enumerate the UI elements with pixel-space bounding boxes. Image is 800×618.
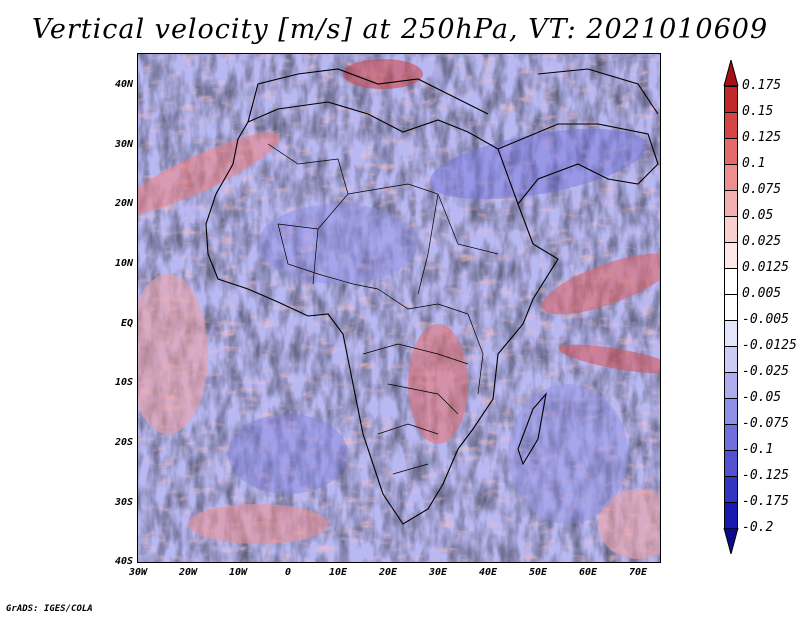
- lat-label: 30N: [114, 139, 133, 150]
- lat-label: EQ: [120, 318, 133, 329]
- colorbar-segment: [724, 372, 738, 398]
- lon-label: 40E: [478, 567, 498, 578]
- lat-label: 20S: [114, 437, 133, 448]
- lon-label: 0: [284, 567, 292, 578]
- colorbar-segment: [724, 476, 738, 502]
- colorbar-segment: [724, 502, 738, 528]
- colorbar-segment: [724, 424, 738, 450]
- lon-label: 20W: [178, 567, 198, 578]
- colorbar-label: 0.175: [742, 78, 782, 93]
- colorbar-segment: [724, 164, 738, 190]
- colorbar-label: 0.005: [742, 286, 782, 301]
- coastlines: [205, 68, 659, 525]
- colorbar-label: -0.005: [742, 312, 789, 327]
- colorbar-segment: [724, 294, 738, 320]
- velocity-field-map: [138, 54, 660, 562]
- lat-label: 30S: [114, 497, 133, 508]
- lon-label: 30W: [128, 567, 148, 578]
- colorbar-segment: [724, 190, 738, 216]
- lon-label: 10E: [328, 567, 348, 578]
- colorbar-label: 0.05: [742, 208, 774, 223]
- colorbar-label: -0.0125: [742, 338, 797, 353]
- colorbar-label: -0.025: [742, 364, 789, 379]
- colorbar-label: -0.175: [742, 494, 789, 509]
- lat-label: 20N: [114, 198, 133, 209]
- colorbar-label: 0.15: [742, 104, 774, 119]
- colorbar-label: 0.125: [742, 130, 782, 145]
- colorbar-segment: [724, 112, 738, 138]
- colorbar-segment: [724, 398, 738, 424]
- lon-label: 50E: [528, 567, 548, 578]
- colorbar-segment: [724, 216, 738, 242]
- ascent-bands: [138, 59, 660, 559]
- colorbar-label: -0.075: [742, 416, 789, 431]
- colorbar-segment: [724, 86, 738, 112]
- colorbar-label: -0.125: [742, 468, 789, 483]
- grads-credit: GrADS: IGES/COLA: [6, 604, 93, 614]
- map-plot-area: [137, 53, 661, 563]
- lon-label: 70E: [628, 567, 648, 578]
- colorbar-segment: [724, 242, 738, 268]
- colorbar-label: 0.1: [742, 156, 766, 171]
- colorbar-min-arrow: [723, 528, 739, 554]
- country-borders: [267, 143, 499, 475]
- lon-label: 10W: [228, 567, 248, 578]
- colorbar-label: 0.075: [742, 182, 782, 197]
- colorbar-segment: [724, 346, 738, 372]
- colorbar-segment: [724, 450, 738, 476]
- colorbar-segment: [724, 320, 738, 346]
- lat-label: 10N: [114, 258, 133, 269]
- lon-label: 30E: [428, 567, 448, 578]
- lon-label: 60E: [578, 567, 598, 578]
- lat-label: 10S: [114, 377, 133, 388]
- colorbar-label: 0.025: [742, 234, 782, 249]
- colorbar-segment: [724, 138, 738, 164]
- colorbar-max-arrow: [723, 60, 739, 86]
- colorbar-segment: [724, 268, 738, 294]
- colorbar-label: 0.0125: [742, 260, 789, 275]
- lon-label: 20E: [378, 567, 398, 578]
- descent-bands: [228, 128, 647, 524]
- colorbar-label: -0.2: [742, 520, 774, 535]
- lat-label: 40S: [114, 556, 133, 567]
- colorbar-label: -0.05: [742, 390, 782, 405]
- colorbar-label: -0.1: [742, 442, 774, 457]
- map-title: Vertical velocity [m/s] at 250hPa, VT: 2…: [31, 14, 769, 45]
- lat-label: 40N: [114, 79, 133, 90]
